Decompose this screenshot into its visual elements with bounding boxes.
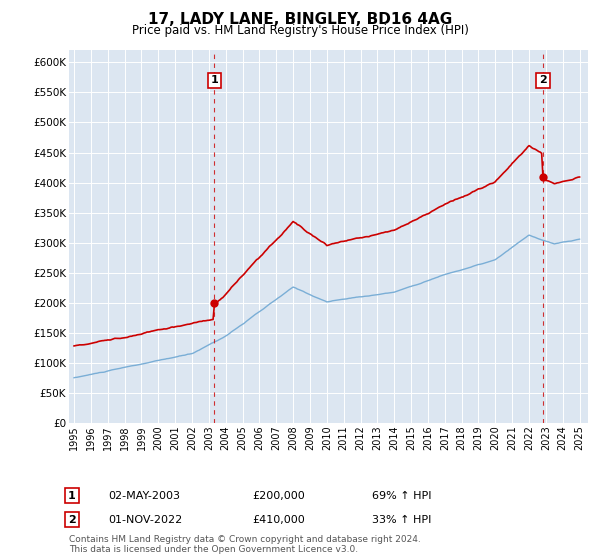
Text: Contains HM Land Registry data © Crown copyright and database right 2024.
This d: Contains HM Land Registry data © Crown c…	[69, 535, 421, 554]
Text: 1: 1	[68, 491, 76, 501]
Text: 2: 2	[539, 76, 547, 86]
Text: 33% ↑ HPI: 33% ↑ HPI	[372, 515, 431, 525]
Text: £200,000: £200,000	[252, 491, 305, 501]
Text: Price paid vs. HM Land Registry's House Price Index (HPI): Price paid vs. HM Land Registry's House …	[131, 24, 469, 36]
Text: 17, LADY LANE, BINGLEY, BD16 4AG: 17, LADY LANE, BINGLEY, BD16 4AG	[148, 12, 452, 27]
Text: 02-MAY-2003: 02-MAY-2003	[108, 491, 180, 501]
Text: 01-NOV-2022: 01-NOV-2022	[108, 515, 182, 525]
Text: 69% ↑ HPI: 69% ↑ HPI	[372, 491, 431, 501]
Text: £410,000: £410,000	[252, 515, 305, 525]
Text: 2: 2	[68, 515, 76, 525]
Text: 1: 1	[211, 76, 218, 86]
